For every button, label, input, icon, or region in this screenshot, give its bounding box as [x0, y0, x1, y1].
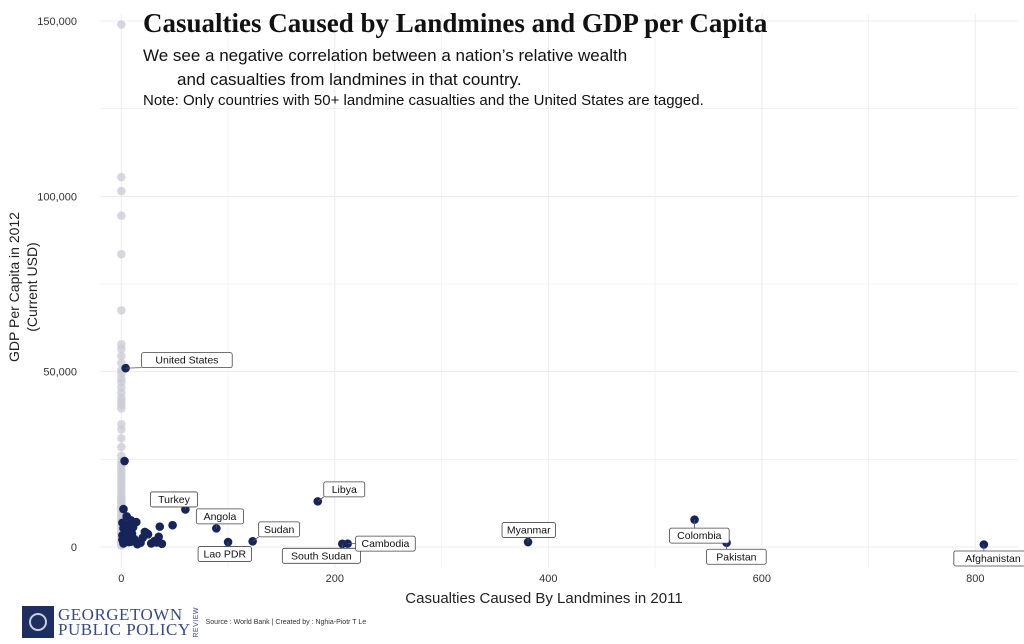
logo-review: REVIEW	[192, 606, 200, 638]
scatter-point-muted	[117, 404, 126, 413]
country-label: South Sudan	[291, 550, 352, 562]
label-box	[258, 521, 301, 538]
scatter-point	[118, 535, 127, 545]
country-label: Myanmar	[507, 525, 551, 537]
chart-subtitle: We see a negative correlation between a …	[143, 44, 627, 92]
country-label: Colombia	[677, 530, 722, 542]
footer: GEORGETOWN PUBLIC POLICY REVIEW Source :…	[22, 605, 366, 639]
scatter-point-muted	[117, 186, 126, 196]
scatter-point	[119, 504, 128, 514]
scatter-point	[128, 523, 138, 532]
x-tick-label: 400	[539, 573, 557, 585]
label-connector	[252, 536, 259, 542]
scatter-point-muted	[117, 351, 126, 361]
subtitle-line-2: and casualties from landmines in that co…	[177, 70, 522, 89]
scatter-point	[120, 456, 129, 466]
label-box	[197, 546, 252, 562]
label-box	[706, 548, 767, 565]
scatter-point-muted	[117, 249, 126, 259]
grid-lines	[100, 14, 1018, 568]
scatter-point-labeled	[121, 363, 130, 373]
x-axis-ticks: 0 200 400 600 800	[118, 573, 984, 585]
label-box	[953, 550, 1024, 567]
country-label: Pakistan	[716, 551, 756, 563]
label-connector	[317, 496, 324, 502]
label-box	[141, 352, 233, 369]
country-label: Cambodia	[362, 538, 410, 550]
y-tick-label: 150,000	[37, 16, 77, 28]
country-labels: United States Turkey Angola Lao PDR Sudan Lib…	[125, 352, 1024, 567]
chart-note: Note: Only countries with 50+ landmine c…	[143, 92, 704, 109]
x-tick-label: 200	[326, 573, 344, 585]
casualty-points	[118, 363, 989, 549]
y-tick-label: 0	[71, 542, 77, 554]
scatter-point	[155, 522, 165, 531]
scatter-point-muted	[117, 425, 126, 434]
scatter-point	[150, 536, 159, 546]
label-box	[501, 522, 556, 538]
x-axis-label: Casualties Caused By Landmines in 2011	[405, 590, 683, 607]
label-connector	[125, 367, 142, 369]
country-label: Sudan	[264, 524, 295, 536]
scatter-point	[157, 539, 167, 549]
scatter-point	[126, 537, 136, 547]
label-box	[669, 527, 730, 544]
subtitle-line-1: We see a negative correlation between a …	[143, 46, 628, 65]
country-label: Lao PDR	[203, 549, 246, 561]
chart-title: Casualties Caused by Landmines and GDP p…	[143, 8, 768, 38]
scatter-point-muted	[117, 344, 126, 354]
x-tick-label: 0	[118, 573, 124, 585]
source-credit: Source : World Bank | Created by : Nghia…	[205, 618, 367, 626]
x-tick-label: 800	[966, 573, 984, 585]
country-label: Turkey	[158, 494, 190, 506]
scatter-point-muted	[117, 442, 126, 452]
y-axis-label-line-2: (Current USD)	[24, 242, 40, 332]
scatter-point-muted	[117, 433, 126, 443]
y-axis-label-line-1: GDP Per Capita in 2012	[6, 212, 22, 362]
label-box	[149, 491, 198, 508]
label-box	[323, 481, 366, 498]
label-box	[195, 508, 244, 525]
y-tick-label: 50,000	[43, 367, 77, 379]
logo-line-1: GEORGETOWN	[58, 605, 183, 624]
y-tick-label: 100,000	[37, 191, 77, 203]
logo-line-2: PUBLIC POLICY	[58, 620, 191, 639]
seal-logo-icon	[22, 606, 54, 638]
country-label: Afghanistan	[965, 553, 1021, 565]
scatter-point	[168, 520, 177, 530]
publisher-logo: GEORGETOWN PUBLIC POLICY	[58, 605, 191, 639]
country-label: Angola	[204, 511, 237, 523]
country-label: United States	[155, 355, 218, 367]
scatter-point-muted	[117, 172, 126, 182]
x-tick-label: 600	[753, 573, 771, 585]
country-label: Libya	[332, 484, 357, 496]
scatter-point-muted	[117, 211, 126, 220]
scatter-point-muted	[117, 20, 126, 29]
label-box	[355, 535, 416, 552]
scatter-point	[138, 533, 147, 543]
label-box	[281, 547, 361, 564]
y-axis-ticks: 0 50,000 100,000 150,000	[37, 16, 77, 554]
y-axis-label: GDP Per Capita in 2012 (Current USD)	[5, 212, 41, 362]
scatter-point-muted	[117, 305, 126, 315]
